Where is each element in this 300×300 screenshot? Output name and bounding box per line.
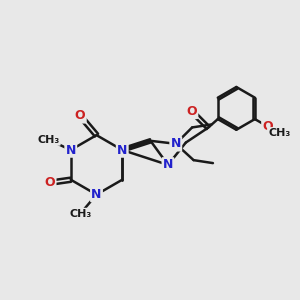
Text: N: N (117, 143, 128, 157)
Text: O: O (45, 176, 55, 189)
Text: N: N (91, 188, 102, 201)
Text: O: O (262, 120, 273, 133)
Text: N: N (163, 158, 173, 171)
Text: O: O (75, 109, 86, 122)
Text: O: O (186, 105, 197, 118)
Text: N: N (66, 143, 76, 157)
Text: CH₃: CH₃ (268, 128, 290, 138)
Text: CH₃: CH₃ (37, 135, 60, 145)
Text: N: N (171, 137, 181, 150)
Text: CH₃: CH₃ (69, 209, 91, 219)
